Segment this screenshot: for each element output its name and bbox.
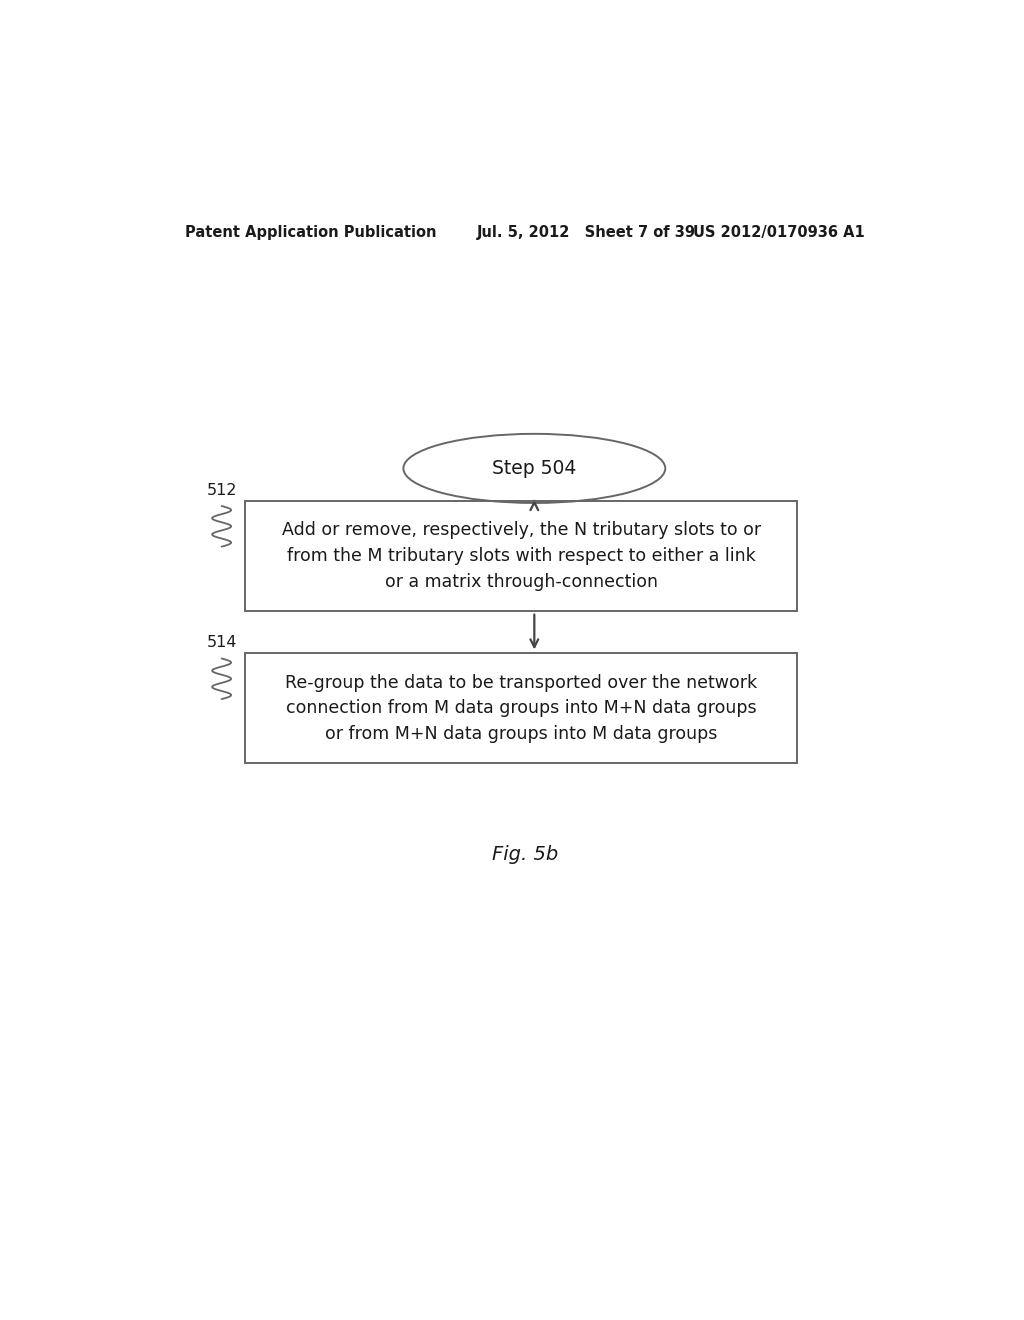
Text: 514: 514 — [207, 635, 237, 651]
Text: US 2012/0170936 A1: US 2012/0170936 A1 — [692, 226, 864, 240]
Text: Patent Application Publication: Patent Application Publication — [185, 226, 436, 240]
Text: Re-group the data to be transported over the network
connection from M data grou: Re-group the data to be transported over… — [285, 673, 758, 743]
Text: Add or remove, respectively, the N tributary slots to or
from the M tributary sl: Add or remove, respectively, the N tribu… — [282, 521, 761, 590]
Text: Fig. 5b: Fig. 5b — [492, 845, 558, 865]
Text: Step 504: Step 504 — [493, 459, 577, 478]
Text: 512: 512 — [207, 483, 237, 498]
Text: Jul. 5, 2012   Sheet 7 of 39: Jul. 5, 2012 Sheet 7 of 39 — [477, 226, 696, 240]
